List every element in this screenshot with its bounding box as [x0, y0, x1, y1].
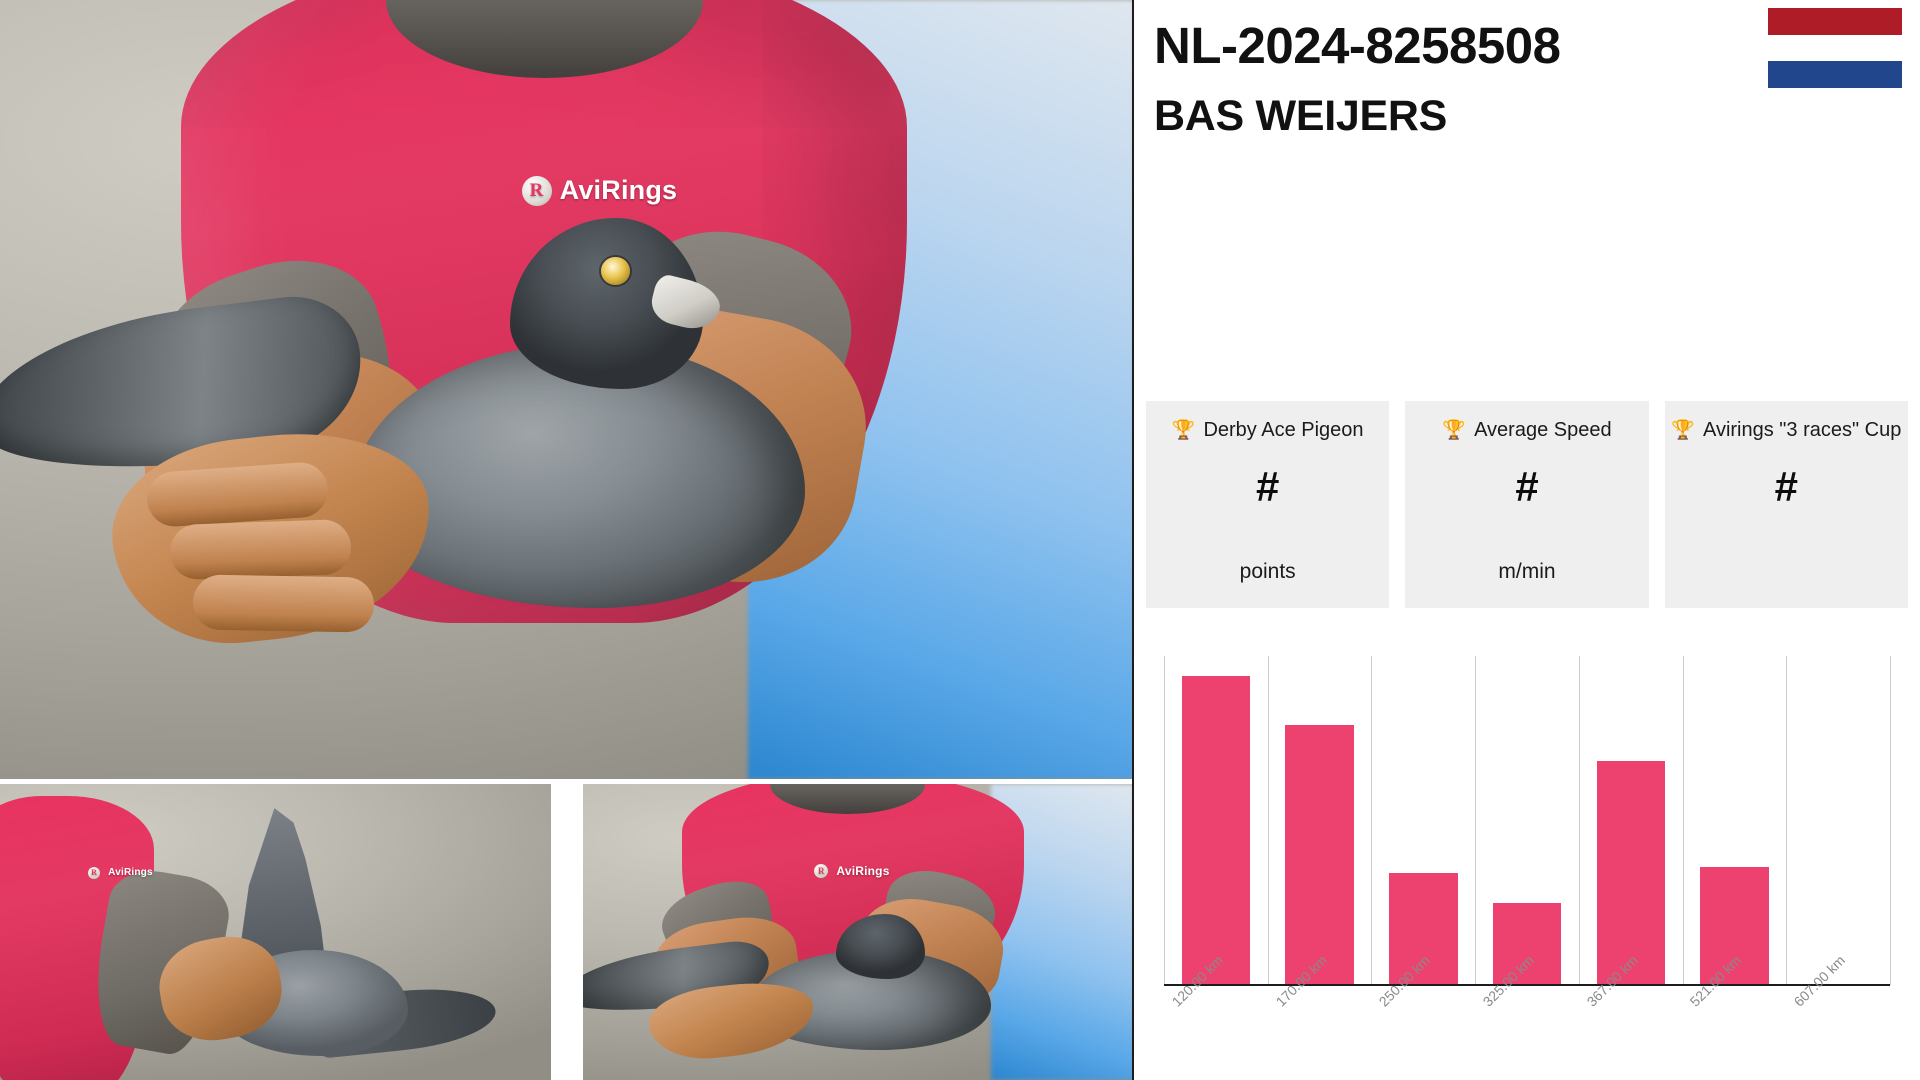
chart-gridline [1371, 656, 1373, 985]
avirings-logo-text: AviRings [836, 863, 890, 878]
photo-bottom-left-scene: R AviRings [0, 784, 551, 1080]
flag-stripe-blue [1768, 61, 1902, 89]
stat-card-title: Derby Ace Pigeon [1203, 419, 1364, 441]
chart-gridline [1164, 656, 1165, 985]
trophy-icon: 🏆 [1671, 420, 1695, 441]
chart-gridline [1890, 656, 1891, 985]
photo-panel: R AviRings R AviRings [0, 0, 1134, 1080]
chart-x-tick-slot: 521.00 km [1683, 952, 1787, 1076]
chart-bar[interactable] [1596, 761, 1665, 985]
chart-gridline [1786, 656, 1788, 985]
trophy-icon: 🏆 [1171, 420, 1196, 441]
photo-bottom-right[interactable]: R AviRings [583, 784, 1134, 1080]
chart-bars [1164, 656, 1890, 985]
chart-bar[interactable] [1285, 725, 1354, 985]
avirings-mark-icon: R [521, 175, 552, 206]
stat-card-header: 🏆 Avirings "3 races" Cup [1671, 419, 1901, 442]
stat-card-header: 🏆 Average Speed [1442, 419, 1611, 442]
handler-finger [192, 574, 375, 633]
chart-gridline [1267, 656, 1269, 985]
chart-plot-area [1164, 656, 1891, 985]
chart-x-tick-slot: 607.00 km [1786, 952, 1890, 1076]
chart-bar-slot [1579, 656, 1683, 985]
flag-stripe-red [1768, 8, 1902, 35]
netherlands-flag-icon [1768, 8, 1902, 89]
chart-x-tick-slot: 250.00 km [1371, 952, 1475, 1076]
stat-card-header: 🏆 Derby Ace Pigeon [1172, 419, 1364, 442]
chart-gridline [1475, 656, 1477, 985]
chart-gridlines [1164, 656, 1891, 985]
chart-bar-slot [1371, 656, 1475, 985]
chart-bar-slot [1786, 656, 1890, 985]
stat-card-value: # [1255, 463, 1280, 510]
stat-card-average-speed[interactable]: 🏆 Average Speed # m/min [1405, 401, 1649, 608]
avirings-mark-icon: R [88, 866, 101, 879]
avirings-logo: R AviRings [814, 863, 890, 878]
stat-card-avirings-3-races-cup[interactable]: 🏆 Avirings "3 races" Cup # [1664, 401, 1908, 608]
chart-bar[interactable] [1389, 873, 1458, 985]
pigeon-head [836, 914, 925, 980]
avirings-logo-text: AviRings [108, 867, 153, 879]
stat-card-unit: m/min [1498, 560, 1556, 583]
photo-bottom-left[interactable]: R AviRings [0, 784, 551, 1080]
stat-cards: 🏆 Derby Ace Pigeon # points 🏆 Average Sp… [1146, 401, 1908, 608]
photo-bottom-right-scene: R AviRings [583, 784, 1134, 1080]
chart-bar[interactable] [1700, 866, 1769, 985]
trophy-icon: 🏆 [1442, 420, 1467, 441]
avirings-mark-icon: R [814, 863, 829, 878]
owner-name: BAS WEIJERS [1154, 92, 1447, 140]
stat-card-value: # [1515, 463, 1539, 510]
stat-card-derby-ace-pigeon[interactable]: 🏆 Derby Ace Pigeon # points [1146, 401, 1390, 608]
chart-x-tick-slot: 120.00 km [1164, 952, 1268, 1076]
race-distance-bar-chart[interactable]: 120.00 km 170.00 km 250.00 km 325.00 km 367.… [1146, 638, 1908, 1078]
chart-bar-slot [1475, 656, 1579, 985]
avirings-logo: R AviRings [521, 175, 678, 206]
chart-x-tick-labels: 120.00 km 170.00 km 250.00 km 325.00 km 367.… [1164, 952, 1890, 1076]
chart-bar-slot [1683, 656, 1787, 985]
chart-bar[interactable] [1181, 675, 1251, 985]
photo-main[interactable]: R AviRings [0, 0, 1134, 779]
panel-divider [1132, 0, 1134, 1080]
chart-bar[interactable] [1492, 902, 1562, 985]
avirings-logo-text: AviRings [559, 175, 678, 206]
ring-number: NL-2024-8258508 [1154, 17, 1561, 74]
chart-x-tick-slot: 367.00 km [1579, 952, 1683, 1076]
pigeon-eye [601, 257, 631, 286]
chart-bar-slot [1268, 656, 1372, 985]
chart-x-axis [1164, 984, 1890, 986]
stat-card-value: # [1774, 463, 1798, 510]
chart-x-tick-slot: 170.00 km [1268, 952, 1372, 1076]
chart-bar-slot [1164, 656, 1268, 985]
chart-gridline [1682, 656, 1684, 985]
photo-main-scene: R AviRings [0, 0, 1134, 779]
handler-finger [169, 518, 353, 580]
chart-x-tick-slot: 325.00 km [1475, 952, 1579, 1076]
flag-stripe-white [1768, 34, 1902, 62]
stat-card-unit: points [1239, 560, 1296, 583]
stat-card-title: Avirings "3 races" Cup [1702, 419, 1902, 441]
stat-card-title: Average Speed [1474, 419, 1612, 441]
pigeon-body [351, 342, 806, 608]
avirings-logo: R AviRings [88, 866, 153, 879]
chart-gridline [1578, 656, 1580, 985]
data-panel: NL-2024-8258508 BAS WEIJERS 🏆 Derby Ace … [1134, 0, 1920, 1080]
